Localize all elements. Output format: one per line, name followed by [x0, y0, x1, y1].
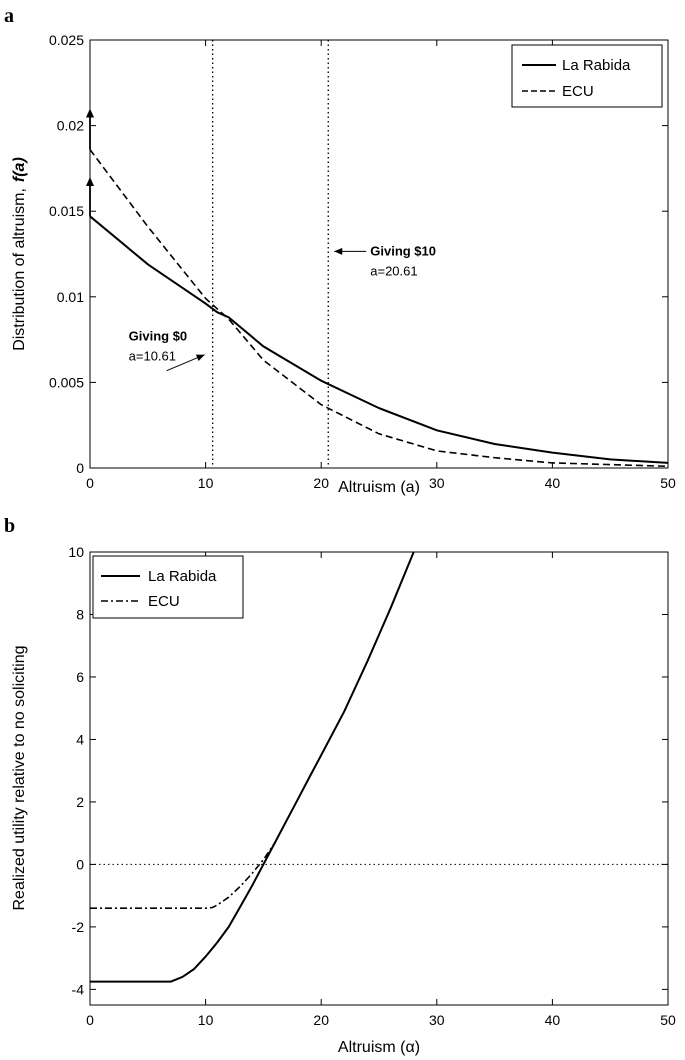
legend-a-la-rabida: La Rabida: [562, 57, 631, 74]
panel-b-ticks: 0 10 20 30 40 50 -4 -2 0 2 4 6 8 10: [68, 544, 676, 1028]
annotation-line2: a=20.61: [370, 263, 417, 278]
annotation-line1: Giving $0: [129, 329, 188, 344]
panel-b-series: [90, 551, 415, 983]
y-tick-label: 0.005: [49, 374, 84, 390]
y-tick-label: 10: [68, 544, 84, 560]
x-tick-label: 0: [86, 1012, 94, 1028]
y-tick-label: 6: [76, 669, 84, 685]
y-tick-label: 0: [76, 460, 84, 476]
annotation-line1: Giving $10: [370, 243, 436, 258]
panel-a-threshold-lines: [212, 40, 329, 468]
series-line-ecu: [90, 842, 276, 909]
panel-a-legend-box: [511, 44, 663, 108]
panel-a-xlabel: Altruism (a): [338, 479, 420, 496]
panel-b-xlabel: Altruism (α): [338, 1039, 420, 1056]
panel-a-ticks: 0 10 20 30 40 50 0 0.005 0.01 0.015 0.02 0.025: [49, 32, 676, 491]
panel-a-annotations: Giving $10 a=20.61 Giving $0 a=10.61: [129, 243, 436, 372]
x-tick-label: 50: [660, 1012, 676, 1028]
panel-b-plot-area: [89, 551, 669, 1006]
legend-b-ecu: ECU: [148, 593, 180, 610]
series-line-la-rabida: [89, 215, 669, 464]
spike-arrow-head: [86, 108, 94, 118]
series-line-ecu: [89, 149, 669, 468]
panel-b: b 0 10 20 30 40 50 -4 -2 0 2 4 6 8 10 Altruism (α) Re…: [4, 515, 676, 1056]
annotation-arrow-head: [195, 354, 205, 362]
panel-a-series: [89, 149, 669, 468]
spike-arrow-head: [86, 176, 94, 186]
y-tick-label: 0.02: [57, 118, 84, 134]
x-tick-label: 30: [429, 1012, 445, 1028]
y-tick-label: 0.01: [57, 289, 84, 305]
x-tick-label: 10: [198, 475, 214, 491]
y-tick-label: 4: [76, 731, 84, 747]
series-line-la-rabida: [90, 551, 415, 983]
y-tick-label: -2: [72, 919, 85, 935]
x-tick-label: 40: [545, 1012, 561, 1028]
y-tick-label: 8: [76, 606, 84, 622]
y-tick-label: 2: [76, 794, 84, 810]
panel-a-ylabel: Distribution of altruism, f(a): [11, 157, 28, 351]
x-tick-label: 10: [198, 1012, 214, 1028]
panel-a-legend: La Rabida ECU: [511, 44, 663, 108]
panel-a-arrows: [86, 108, 94, 217]
x-tick-label: 50: [660, 475, 676, 491]
panel-b-label: b: [4, 515, 15, 537]
x-tick-label: 30: [429, 475, 445, 491]
panel-a-plot-area: [89, 39, 669, 469]
panel-a-label: a: [4, 5, 14, 27]
legend-b-la-rabida: La Rabida: [148, 568, 217, 585]
x-tick-label: 20: [313, 475, 329, 491]
x-tick-label: 40: [545, 475, 561, 491]
panel-a-ylabel-symbol: f(a): [11, 157, 28, 182]
panel-b-ylabel: Realized utility relative to no soliciti…: [11, 645, 28, 910]
y-tick-label: -4: [72, 981, 85, 997]
panel-b-legend: La Rabida ECU: [92, 555, 244, 619]
panel-b-legend-box: [92, 555, 244, 619]
annotation-arrow-head: [334, 247, 343, 255]
y-tick-label: 0: [76, 856, 84, 872]
x-tick-label: 0: [86, 475, 94, 491]
y-tick-label: 0.025: [49, 32, 84, 48]
y-tick-label: 0.015: [49, 203, 84, 219]
legend-a-ecu: ECU: [562, 83, 594, 100]
annotation-line2: a=10.61: [129, 349, 176, 364]
panel-a-ylabel-text: Distribution of altruism,: [11, 188, 28, 351]
panel-a: a 0 10 20 30 40 50 0 0.005 0.01 0.015 0.02 0.025 Gi…: [4, 5, 676, 496]
x-tick-label: 20: [313, 1012, 329, 1028]
